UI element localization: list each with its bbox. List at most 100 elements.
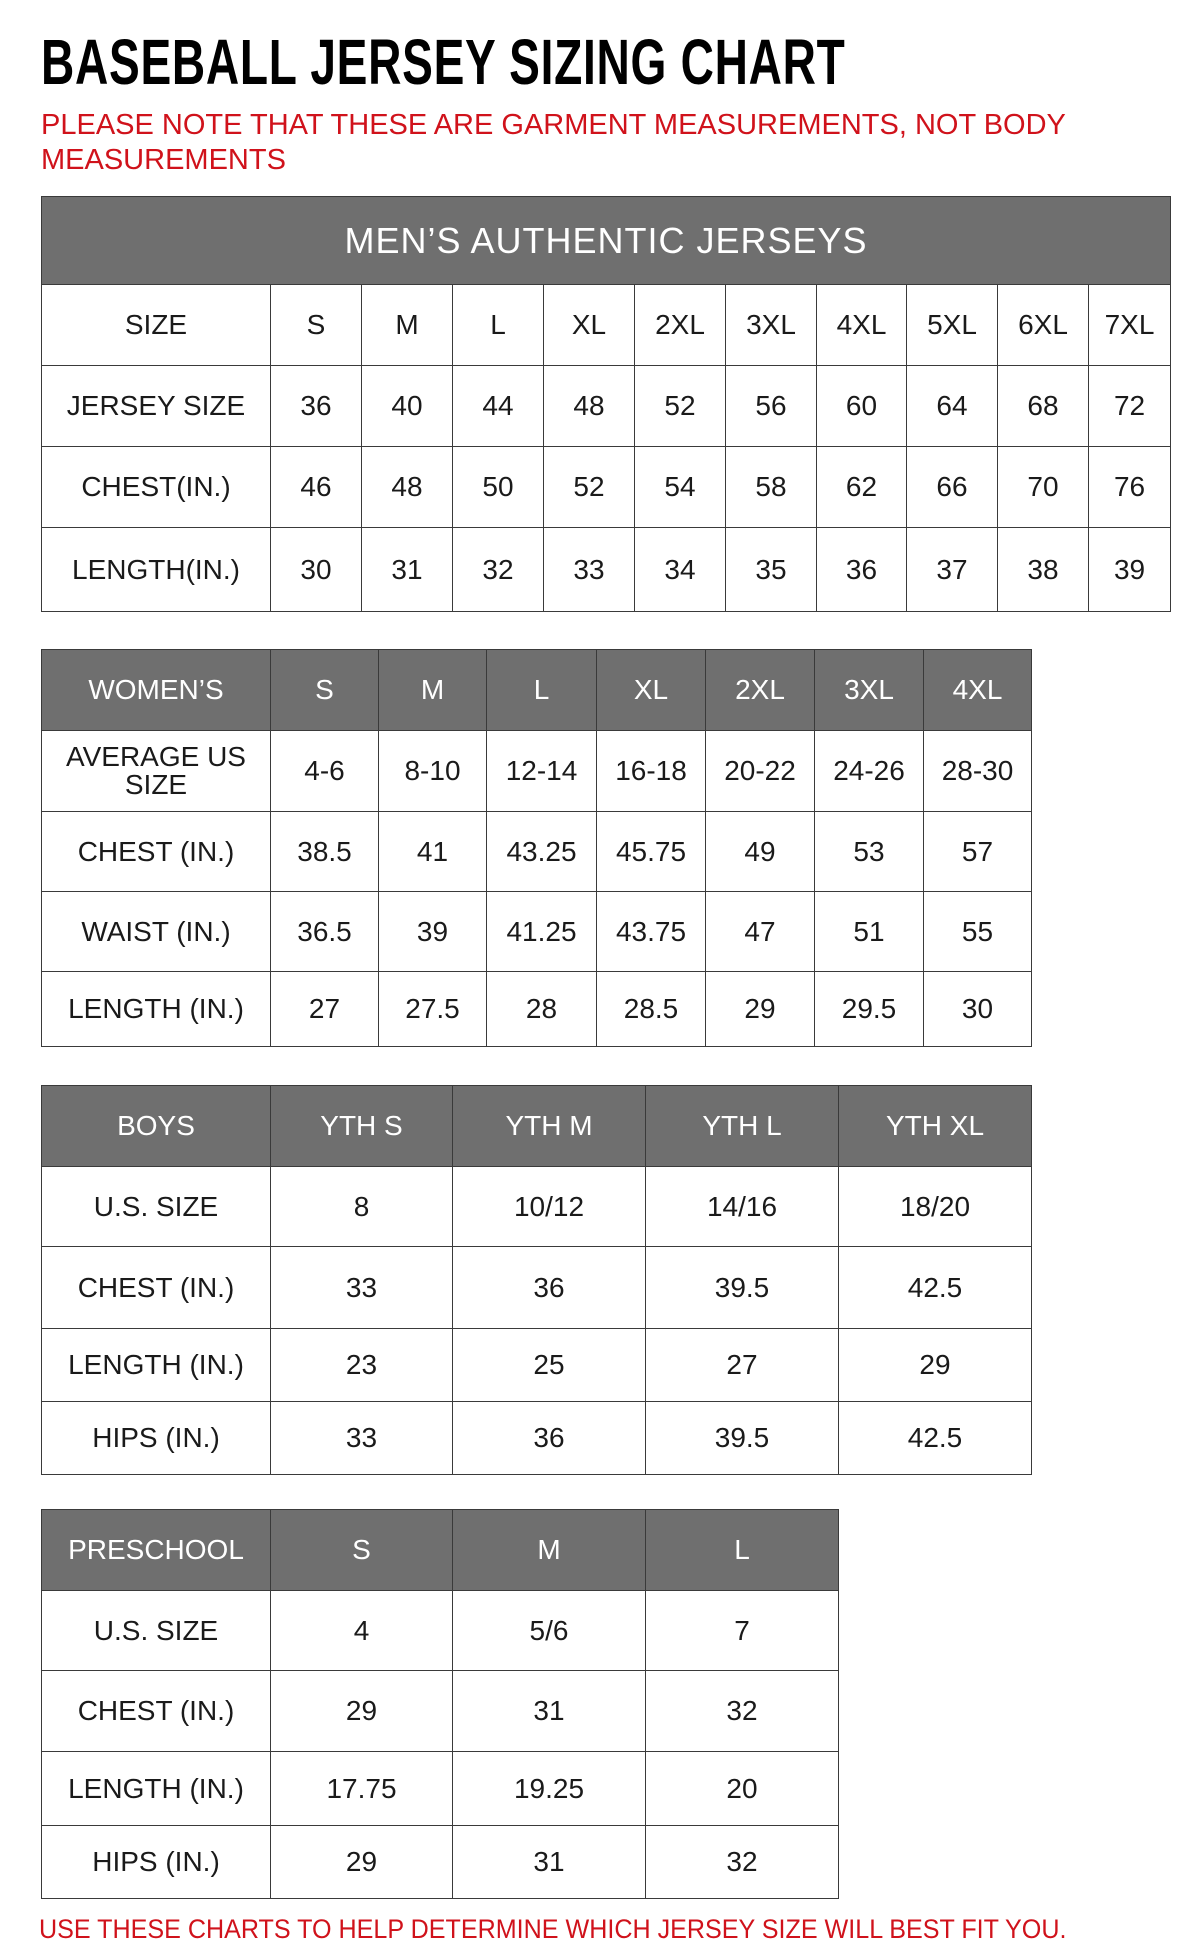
size-header: YTH L bbox=[645, 1085, 839, 1167]
measurement-cell: 68 bbox=[997, 365, 1089, 447]
row-label: LENGTH(IN.) bbox=[41, 527, 271, 612]
measurement-cell: 51 bbox=[814, 891, 924, 972]
measurement-cell: 8-10 bbox=[378, 730, 487, 812]
size-header: 2XL bbox=[634, 284, 726, 366]
measurement-cell: 38 bbox=[997, 527, 1089, 612]
table-row: U.S. SIZE 4 5/6 7 bbox=[41, 1590, 839, 1671]
size-header: M bbox=[378, 649, 487, 731]
measurement-cell: 48 bbox=[543, 365, 635, 447]
row-label: LENGTH (IN.) bbox=[41, 971, 271, 1047]
measurement-cell: 42.5 bbox=[838, 1246, 1032, 1329]
header-row: BOYS YTH S YTH M YTH L YTH XL bbox=[41, 1085, 1032, 1167]
measurement-cell: 29 bbox=[270, 1670, 453, 1752]
header-row: WOMEN’S S M L XL 2XL 3XL 4XL bbox=[41, 649, 1032, 731]
size-header: 5XL bbox=[906, 284, 998, 366]
footer-note: USE THESE CHARTS TO HELP DETERMINE WHICH… bbox=[39, 1914, 1067, 1944]
size-header: S bbox=[270, 1509, 453, 1591]
measurement-cell: 44 bbox=[452, 365, 544, 447]
measurement-cell: 19.25 bbox=[452, 1751, 646, 1826]
measurement-cell: 37 bbox=[906, 527, 998, 612]
measurement-cell: 39.5 bbox=[645, 1401, 839, 1475]
measurement-cell: 36 bbox=[452, 1246, 646, 1329]
measurement-cell: 47 bbox=[705, 891, 815, 972]
size-header: M bbox=[452, 1509, 646, 1591]
measurement-cell: 58 bbox=[725, 446, 817, 528]
measurement-cell: 4 bbox=[270, 1590, 453, 1671]
measurement-cell: 27.5 bbox=[378, 971, 487, 1047]
measurement-cell: 49 bbox=[705, 811, 815, 892]
measurement-cell: 32 bbox=[645, 1825, 839, 1899]
measurement-cell: 20-22 bbox=[705, 730, 815, 812]
table-banner: MEN’S AUTHENTIC JERSEYS bbox=[40, 196, 1172, 285]
measurement-cell: 30 bbox=[923, 971, 1032, 1047]
row-label: CHEST (IN.) bbox=[41, 1246, 271, 1329]
size-header: 3XL bbox=[814, 649, 924, 731]
table-row: CHEST(IN.) 46 48 50 52 54 58 62 66 70 76 bbox=[41, 446, 1172, 528]
size-header: 7XL bbox=[1087, 284, 1172, 366]
measurement-cell: 28.5 bbox=[596, 971, 706, 1047]
measurement-cell: 39 bbox=[1087, 527, 1172, 612]
measurement-cell: 29 bbox=[270, 1825, 453, 1899]
measurement-cell: 70 bbox=[997, 446, 1089, 528]
measurement-cell: 39 bbox=[378, 891, 487, 972]
measurement-cell: 45.75 bbox=[596, 811, 706, 892]
row-label: CHEST (IN.) bbox=[41, 811, 271, 892]
measurement-cell: 33 bbox=[270, 1401, 453, 1475]
measurement-cell: 56 bbox=[725, 365, 817, 447]
measurement-cell: 33 bbox=[270, 1246, 453, 1329]
table-row: LENGTH (IN.) 17.75 19.25 20 bbox=[41, 1751, 839, 1826]
measurement-cell: 43.25 bbox=[486, 811, 597, 892]
table-row: AVERAGE US SIZE 4-6 8-10 12-14 16-18 20-22 24-… bbox=[41, 730, 1032, 812]
measurement-cell: 34 bbox=[634, 527, 726, 612]
measurement-cell: 17.75 bbox=[270, 1751, 453, 1826]
measurement-cell: 52 bbox=[543, 446, 635, 528]
row-label: HIPS (IN.) bbox=[41, 1401, 271, 1475]
measurement-cell: 36 bbox=[452, 1401, 646, 1475]
size-header: S bbox=[270, 649, 379, 731]
measurement-cell: 28-30 bbox=[923, 730, 1032, 812]
measurement-cell: 24-26 bbox=[814, 730, 924, 812]
table-row: CHEST (IN.) 33 36 39.5 42.5 bbox=[41, 1246, 1032, 1329]
measurement-cell: 64 bbox=[906, 365, 998, 447]
measurement-cell: 18/20 bbox=[838, 1166, 1032, 1247]
table-row: WAIST (IN.) 36.5 39 41.25 43.75 47 51 55 bbox=[41, 891, 1032, 972]
size-header: L bbox=[486, 649, 597, 731]
measurement-cell: 27 bbox=[645, 1328, 839, 1402]
row-label: JERSEY SIZE bbox=[41, 365, 271, 447]
preschool-table: PRESCHOOL S M L U.S. SIZE 4 5/6 7 CHEST (IN.) 29 3… bbox=[41, 1509, 839, 1899]
measurement-cell: 29 bbox=[705, 971, 815, 1047]
row-label: U.S. SIZE bbox=[41, 1590, 271, 1671]
womens-table: WOMEN’S S M L XL 2XL 3XL 4XL AVERAGE US SIZE 4-6 8… bbox=[41, 649, 1032, 1047]
size-header: 4XL bbox=[816, 284, 907, 366]
measurement-cell: 14/16 bbox=[645, 1166, 839, 1247]
measurement-cell: 43.75 bbox=[596, 891, 706, 972]
measurement-cell: 7 bbox=[645, 1590, 839, 1671]
size-header: 3XL bbox=[725, 284, 817, 366]
measurement-cell: 42.5 bbox=[838, 1401, 1032, 1475]
measurement-cell: 53 bbox=[814, 811, 924, 892]
measurement-cell: 31 bbox=[452, 1825, 646, 1899]
measurement-cell: 10/12 bbox=[452, 1166, 646, 1247]
row-label: WAIST (IN.) bbox=[41, 891, 271, 972]
page-title: BASEBALL JERSEY SIZING CHART bbox=[41, 26, 846, 98]
table-row: U.S. SIZE 8 10/12 14/16 18/20 bbox=[41, 1166, 1032, 1247]
size-header: YTH S bbox=[270, 1085, 453, 1167]
measurement-cell: 41.25 bbox=[486, 891, 597, 972]
table-row: LENGTH (IN.) 27 27.5 28 28.5 29 29.5 30 bbox=[41, 971, 1032, 1047]
boys-table: BOYS YTH S YTH M YTH L YTH XL U.S. SIZE 8 10/12… bbox=[41, 1085, 1032, 1475]
measurement-cell: 36 bbox=[816, 527, 907, 612]
table-row: CHEST (IN.) 29 31 32 bbox=[41, 1670, 839, 1752]
measurement-cell: 55 bbox=[923, 891, 1032, 972]
measurement-cell: 29 bbox=[838, 1328, 1032, 1402]
measurement-cell: 31 bbox=[452, 1670, 646, 1752]
size-header: M bbox=[361, 284, 453, 366]
table-row: HIPS (IN.) 33 36 39.5 42.5 bbox=[41, 1401, 1032, 1475]
row-label: CHEST (IN.) bbox=[41, 1670, 271, 1752]
header-label: BOYS bbox=[41, 1085, 271, 1167]
size-header: L bbox=[645, 1509, 839, 1591]
measurement-cell: 36.5 bbox=[270, 891, 379, 972]
size-header: XL bbox=[543, 284, 635, 366]
measurement-cell: 8 bbox=[270, 1166, 453, 1247]
header-row: PRESCHOOL S M L bbox=[41, 1509, 839, 1591]
measurement-cell: 29.5 bbox=[814, 971, 924, 1047]
